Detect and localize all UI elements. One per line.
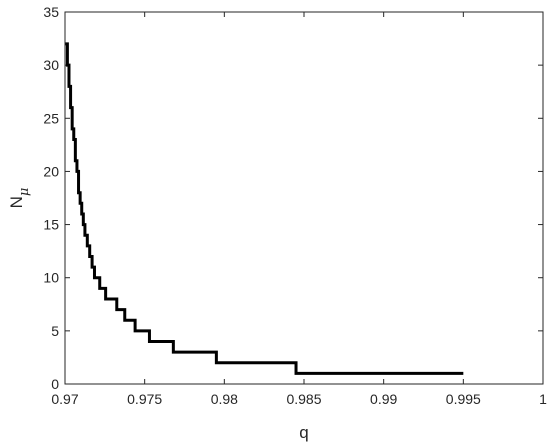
x-tick-label: 0.985 [286, 391, 321, 407]
x-tick-label: 0.99 [370, 391, 397, 407]
y-tick-label: 5 [51, 323, 59, 339]
x-tick-label: 0.98 [211, 391, 238, 407]
y-tick-label: 0 [51, 376, 59, 392]
x-tick-label: 0.97 [51, 391, 78, 407]
y-axis-label: Nμ [7, 188, 32, 209]
x-tick-label: 1 [539, 391, 547, 407]
y-axis-label-subscript: μ [17, 188, 32, 196]
y-tick-label: 25 [43, 110, 59, 126]
y-tick-label: 15 [43, 217, 59, 233]
y-axis-label-main: N [7, 196, 26, 208]
y-tick-label: 20 [43, 163, 59, 179]
plot-area [65, 12, 543, 384]
x-tick-label: 0.995 [446, 391, 481, 407]
series-line [65, 42, 464, 375]
y-tick-label: 30 [43, 57, 59, 73]
y-tick-label: 10 [43, 270, 59, 286]
y-tick-label: 35 [43, 4, 59, 20]
x-axis-label: q [299, 423, 308, 442]
axes-box [64, 11, 544, 385]
x-tick-label: 0.975 [127, 391, 162, 407]
